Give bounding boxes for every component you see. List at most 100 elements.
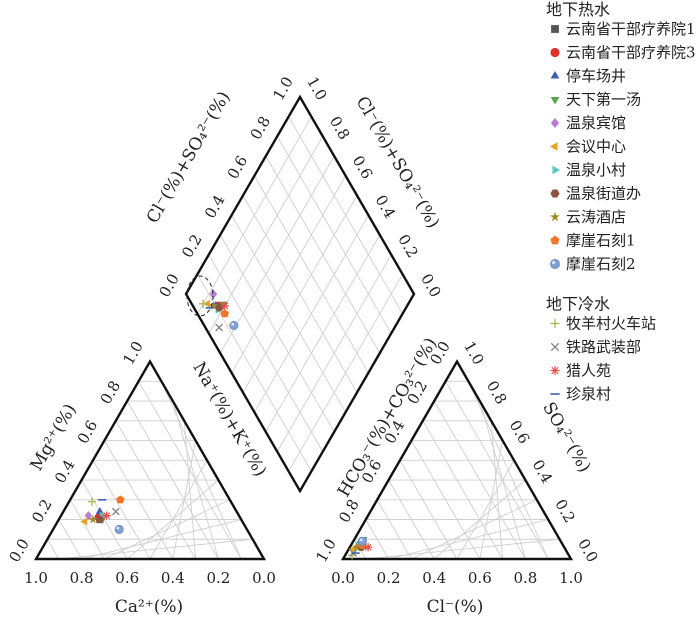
legend-label: 会议中心 bbox=[566, 138, 626, 156]
legend-marker bbox=[549, 211, 561, 222]
anion-bottom-tick-label: 1.0 bbox=[559, 569, 583, 587]
cation-bottom-tick-label: 0.6 bbox=[115, 569, 139, 587]
diamond-point bbox=[215, 323, 223, 332]
diamond-upper-right-tick-label: 1.0 bbox=[303, 74, 331, 104]
cation-bottom-tick-label: 0.2 bbox=[206, 569, 230, 587]
diamond-point bbox=[229, 321, 239, 330]
cation-point bbox=[102, 511, 111, 520]
cation-left-tick-label: 0.4 bbox=[51, 457, 79, 487]
legend-marker bbox=[550, 342, 560, 352]
anion-right-tick-label: 0.8 bbox=[483, 378, 511, 408]
legend-label: 珍泉村 bbox=[566, 385, 611, 403]
legend-label: 天下第一汤 bbox=[566, 91, 641, 109]
anion-point bbox=[363, 543, 373, 552]
grid-layer bbox=[47, 116, 560, 560]
anion-right-tick-label: 0.6 bbox=[506, 417, 534, 447]
anion-triangle-frame bbox=[340, 359, 574, 561]
diamond-point bbox=[208, 300, 218, 310]
anion-right-tick-label: 1.0 bbox=[460, 338, 488, 368]
diamond-point bbox=[220, 301, 230, 310]
legend-label: 摩崖石刻2 bbox=[566, 255, 636, 273]
cation-point bbox=[95, 515, 104, 524]
diamond-point bbox=[209, 289, 218, 299]
legend-marker bbox=[552, 165, 561, 175]
anion-right-tick-label: 0.4 bbox=[529, 457, 557, 487]
legend-label: 牧羊村火车站 bbox=[566, 315, 656, 333]
cation-bottom-tick-label: 0.8 bbox=[70, 569, 94, 587]
diamond-upper-left-tick-label: 0.4 bbox=[201, 192, 229, 222]
legend-label: 停车场井 bbox=[566, 67, 626, 85]
cation-left-tick-label: 1.0 bbox=[119, 338, 147, 368]
cation-point bbox=[84, 510, 93, 521]
diamond-upper-right-tick-label: 0.6 bbox=[349, 152, 377, 182]
cation-point bbox=[80, 517, 88, 526]
anion-left-tick-label: 1.0 bbox=[312, 536, 340, 566]
cation-point bbox=[111, 507, 120, 516]
cation-triangle-frame bbox=[33, 359, 267, 561]
cation-left-tick-label: 0.2 bbox=[28, 496, 56, 526]
anion-point bbox=[348, 545, 356, 554]
diamond-upper-left-tick-label: 0.2 bbox=[178, 231, 206, 261]
legend-marker bbox=[550, 117, 560, 129]
cation-bottom-axis-title: Ca²⁺(%) bbox=[115, 597, 183, 617]
point-layer bbox=[80, 275, 373, 560]
legend-label: 云南省干部疗养院3 bbox=[566, 44, 696, 62]
diamond-upper-right-tick-label: 0.2 bbox=[394, 231, 422, 261]
legend-label: 猎人苑 bbox=[566, 362, 611, 380]
legend-marker bbox=[550, 365, 560, 376]
diamond-point bbox=[220, 309, 229, 318]
cation-left-tick-label: 0.0 bbox=[5, 536, 33, 566]
legend-group-title: 地下热水 bbox=[546, 0, 610, 19]
diamond-upper-right-tick-label: 0.4 bbox=[372, 192, 400, 222]
cation-point bbox=[88, 514, 98, 524]
anion-bottom-tick-label: 0.8 bbox=[513, 569, 537, 587]
anion-bottom-axis-title: Cl⁻(%) bbox=[427, 597, 484, 617]
cation-bottom-tick-label: 1.0 bbox=[24, 569, 48, 587]
legend-marker bbox=[550, 318, 560, 329]
legend-marker bbox=[550, 70, 560, 79]
legend-group-title: 地下冷水 bbox=[546, 295, 610, 314]
anion-bottom-tick-label: 0.4 bbox=[422, 569, 446, 587]
legend-label: 云涛酒店 bbox=[566, 208, 626, 226]
diamond-upper-left-tick-label: 0.0 bbox=[155, 271, 183, 301]
legend-marker bbox=[551, 25, 559, 33]
cation-bottom-tick-label: 0.4 bbox=[161, 569, 185, 587]
legend-marker bbox=[550, 47, 560, 58]
diamond-upper-left-tick-label: 0.6 bbox=[224, 152, 252, 182]
legend-label: 温泉街道办 bbox=[566, 185, 641, 203]
legend-marker bbox=[550, 259, 560, 269]
legend-marker bbox=[550, 96, 560, 105]
legend-label: 铁路武装部 bbox=[566, 338, 641, 356]
legend-label: 温泉小村 bbox=[566, 161, 626, 179]
anion-right-tick-label: 0.2 bbox=[551, 496, 579, 526]
diamond-upper-left-tick-label: 0.8 bbox=[247, 113, 275, 143]
legend-marker bbox=[549, 142, 558, 151]
legend-marker bbox=[550, 189, 560, 198]
cation-point bbox=[87, 497, 97, 506]
anion-left-tick-label: 0.8 bbox=[335, 496, 363, 526]
legend-label: 温泉宾馆 bbox=[566, 114, 626, 132]
legend-marker bbox=[550, 235, 560, 245]
anion-right-tick-label: 0.0 bbox=[574, 536, 602, 566]
frame-layer bbox=[33, 94, 574, 561]
anion-point bbox=[357, 536, 367, 546]
legend-label: 云南省干部疗养院1 bbox=[566, 20, 696, 38]
diamond-upper-left-tick-label: 1.0 bbox=[269, 74, 297, 104]
diamond-point bbox=[198, 299, 208, 308]
tick-layer: 1.0 0.8 0.6 0.4 0.2 0.0 0.0 0.2 0.4 0.6 0.8 1.0 0.0 0… bbox=[5, 74, 601, 587]
diamond-frame bbox=[184, 94, 416, 494]
anion-bottom-tick-label: 0.0 bbox=[331, 569, 355, 587]
cation-point bbox=[116, 495, 125, 504]
anion-bottom-tick-label: 0.6 bbox=[468, 569, 492, 587]
anion-point bbox=[352, 542, 362, 552]
cation-point bbox=[95, 506, 104, 514]
diamond-upper-right-tick-label: 0.8 bbox=[326, 113, 354, 143]
anion-bottom-tick-label: 0.2 bbox=[377, 569, 401, 587]
diamond-upper-right-tick-label: 0.0 bbox=[417, 271, 445, 301]
cation-left-tick-label: 0.6 bbox=[74, 417, 102, 447]
cation-bottom-tick-label: 0.0 bbox=[252, 569, 276, 587]
cluster-outline bbox=[186, 275, 214, 317]
cation-left-tick-label: 0.8 bbox=[97, 378, 125, 408]
